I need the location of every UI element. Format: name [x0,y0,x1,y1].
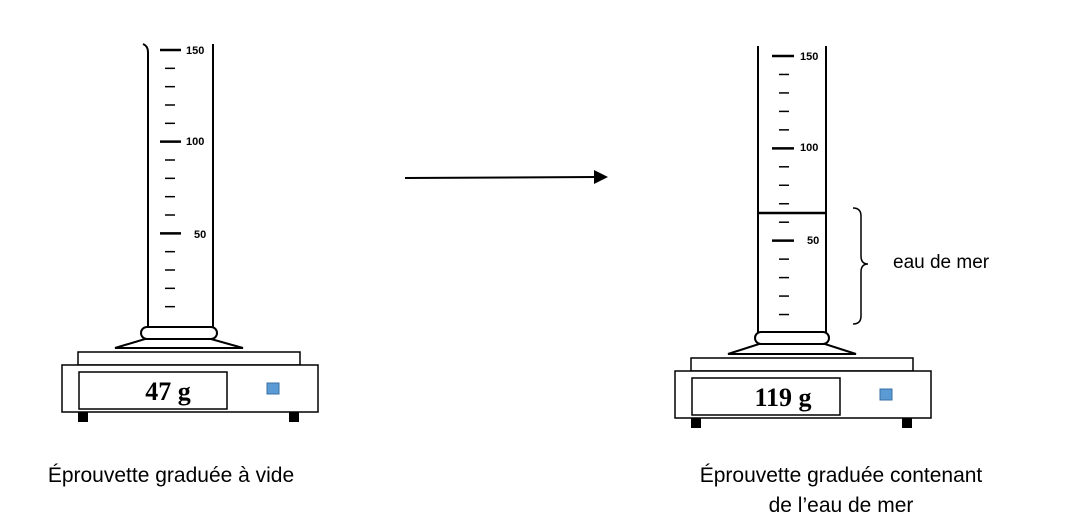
right-tick-label-50: 50 [807,235,819,247]
right-graduated-cylinder: 150 100 50 [728,46,856,354]
right-scale-reading: 119 g [754,383,811,412]
right-setup: 150 100 50 eau de mer 119 g Éprouvette g… [675,46,990,517]
right-cylinder-ticks [772,56,794,315]
left-setup: 150 100 50 47 g Éprouvette graduée à vid… [48,44,318,487]
left-scale-pan [78,352,300,365]
left-cylinder-ticks [160,50,181,307]
sea-water-label: eau de mer [893,252,990,273]
left-tick-label-100: 100 [186,136,204,148]
transition-arrow [405,170,608,184]
left-scale-reading: 47 g [145,377,191,406]
left-cylinder-collar [141,327,217,339]
left-cylinder-foot [115,339,243,348]
left-scale-foot-right [289,412,299,422]
right-scale-foot-left [691,418,701,428]
left-scale-foot-left [78,412,88,422]
left-caption: Éprouvette graduée à vide [48,464,294,487]
left-tick-label-150: 150 [186,45,204,57]
right-cylinder-foot [728,344,856,354]
right-tick-label-100: 100 [800,142,818,154]
right-scale-button [880,389,892,400]
right-scale-pan [691,358,913,371]
sea-water-brace [853,208,868,324]
right-caption-line2: de l’eau de mer [769,494,914,517]
left-scale: 47 g [62,352,318,422]
right-caption-line1: Éprouvette graduée contenant [700,464,983,487]
left-scale-button [267,383,279,394]
right-tick-label-150: 150 [800,51,818,63]
left-graduated-cylinder: 150 100 50 [115,44,243,348]
right-scale-foot-right [902,418,912,428]
right-scale: 119 g [675,358,931,428]
right-cylinder-collar [755,332,829,344]
left-tick-label-50: 50 [194,229,206,241]
